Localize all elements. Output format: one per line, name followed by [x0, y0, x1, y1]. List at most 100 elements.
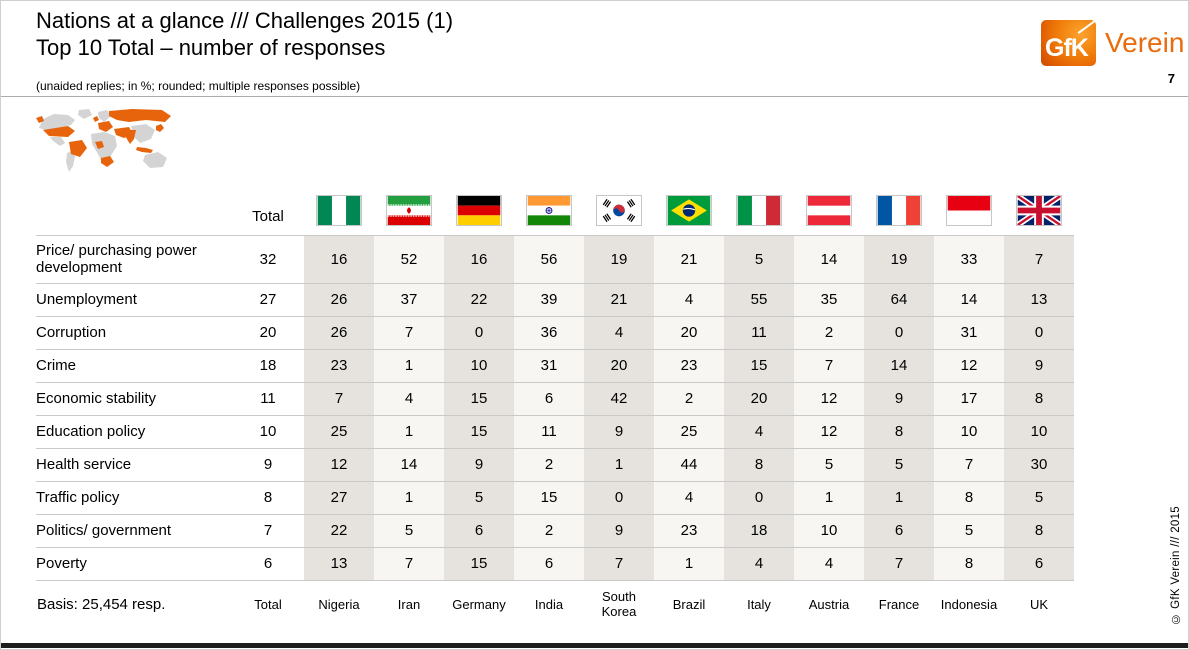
value-cell: 55 [724, 283, 794, 316]
value-cell: 0 [584, 481, 654, 514]
value-cell: 4 [374, 382, 444, 415]
value-cell: 8 [263, 489, 273, 506]
value-cell: 5 [864, 448, 934, 481]
table-row: Unemployment 27 26 37 22 39 21 4 55 35 64 14 13 [36, 283, 1074, 316]
subtitle: (unaided replies; in %; rounded; multipl… [36, 79, 361, 93]
table-row: Corruption 20 26 7 0 36 4 20 11 2 0 31 0 [36, 316, 1074, 349]
value-cell: 8 [1004, 514, 1074, 547]
value-cell: 6 [263, 555, 273, 572]
nigeria-flag-icon [316, 195, 362, 227]
column-name-nigeria: Nigeria [318, 596, 360, 612]
value-cell: 19 [584, 235, 654, 283]
india-column-header [514, 187, 584, 235]
value-cell: 56 [514, 235, 584, 283]
value-cell: 26 [304, 316, 374, 349]
value-cell: 12 [934, 349, 1004, 382]
value-cell: 15 [444, 382, 514, 415]
value-cell: 5 [724, 235, 794, 283]
row-label-unemployment: Unemployment [36, 291, 137, 308]
value-cell: 1 [864, 481, 934, 514]
row-label-health-service: Health service [36, 456, 132, 473]
value-cell: 5 [934, 514, 1004, 547]
value-cell: 9 [864, 382, 934, 415]
row-label-traffic-policy: Traffic policy [36, 489, 120, 506]
value-cell: 1 [794, 481, 864, 514]
value-cell: 22 [304, 514, 374, 547]
value-cell: 35 [794, 283, 864, 316]
value-cell: 11 [724, 316, 794, 349]
table-row: Crime 18 23 1 10 31 20 23 15 7 14 12 9 [36, 349, 1074, 382]
value-cell: 10 [794, 514, 864, 547]
row-label-corruption: Corruption [36, 324, 107, 341]
value-cell: 7 [934, 448, 1004, 481]
column-name-austria: Austria [808, 596, 850, 612]
row-label-poverty: Poverty [36, 555, 87, 572]
value-cell: 9 [263, 456, 273, 473]
page-title-line2: Top 10 Total – number of responses [36, 35, 386, 60]
page-number: 7 [1167, 71, 1175, 86]
value-cell: 13 [1004, 283, 1074, 316]
value-cell: 16 [304, 235, 374, 283]
value-cell: 15 [724, 349, 794, 382]
value-cell: 37 [374, 283, 444, 316]
value-cell: 5 [794, 448, 864, 481]
value-cell: 8 [864, 415, 934, 448]
copyright-vertical: © GfK Verein /// 2015 [1170, 506, 1182, 625]
value-cell: 4 [654, 283, 724, 316]
india-flag-icon [526, 195, 572, 227]
iran-flag-icon [386, 195, 432, 227]
logo-org-text: Verein [1105, 27, 1185, 58]
value-cell: 23 [304, 349, 374, 382]
value-cell: 1 [584, 448, 654, 481]
logo-brand-text: GfK [1045, 34, 1089, 62]
value-cell: 10 [1004, 415, 1074, 448]
value-cell: 18 [259, 357, 277, 374]
value-cell: 15 [444, 415, 514, 448]
value-cell: 52 [374, 235, 444, 283]
germany-flag-icon [456, 195, 502, 227]
value-cell: 21 [654, 235, 724, 283]
value-cell: 42 [584, 382, 654, 415]
brazil-column-header [654, 187, 724, 235]
page-title-line1: Nations at a glance /// Challenges 2015 … [36, 8, 454, 33]
value-cell: 4 [724, 547, 794, 580]
uk-flag-icon [1016, 195, 1062, 227]
basis-label: Basis: 25,454 resp. [37, 595, 166, 613]
value-cell: 20 [724, 382, 794, 415]
value-cell: 31 [514, 349, 584, 382]
value-cell: 14 [374, 448, 444, 481]
indonesia-column-header [934, 187, 1004, 235]
value-cell: 0 [864, 316, 934, 349]
value-cell: 2 [514, 448, 584, 481]
value-cell: 64 [864, 283, 934, 316]
value-cell: 15 [514, 481, 584, 514]
south-korea-flag-icon [596, 195, 642, 227]
value-cell: 27 [259, 291, 277, 308]
value-cell: 7 [374, 547, 444, 580]
value-cell: 12 [794, 415, 864, 448]
column-name-indonesia: Indonesia [940, 596, 998, 612]
table-row: Poverty 6 13 7 15 6 7 1 4 4 7 8 6 [36, 547, 1074, 580]
value-cell: 44 [654, 448, 724, 481]
column-name-germany: Germany [452, 596, 506, 612]
table-header-row: Total [36, 187, 1074, 235]
value-cell: 7 [304, 382, 374, 415]
value-cell: 2 [794, 316, 864, 349]
value-cell: 0 [724, 481, 794, 514]
value-cell: 5 [374, 514, 444, 547]
value-cell: 17 [934, 382, 1004, 415]
value-cell: 6 [514, 547, 584, 580]
value-cell: 12 [304, 448, 374, 481]
column-name-india: India [534, 596, 564, 612]
value-cell: 1 [374, 481, 444, 514]
value-cell: 9 [1004, 349, 1074, 382]
value-cell: 8 [1004, 382, 1074, 415]
value-cell: 12 [794, 382, 864, 415]
column-name-uk: UK [1029, 596, 1049, 612]
table-body: Price/ purchasing power development 32 16 5… [36, 235, 1074, 580]
column-name-south-korea: South Korea [601, 589, 637, 620]
value-cell: 1 [654, 547, 724, 580]
value-cell: 10 [259, 423, 277, 440]
table-corner-cell [36, 187, 232, 235]
austria-flag-icon [806, 195, 852, 227]
